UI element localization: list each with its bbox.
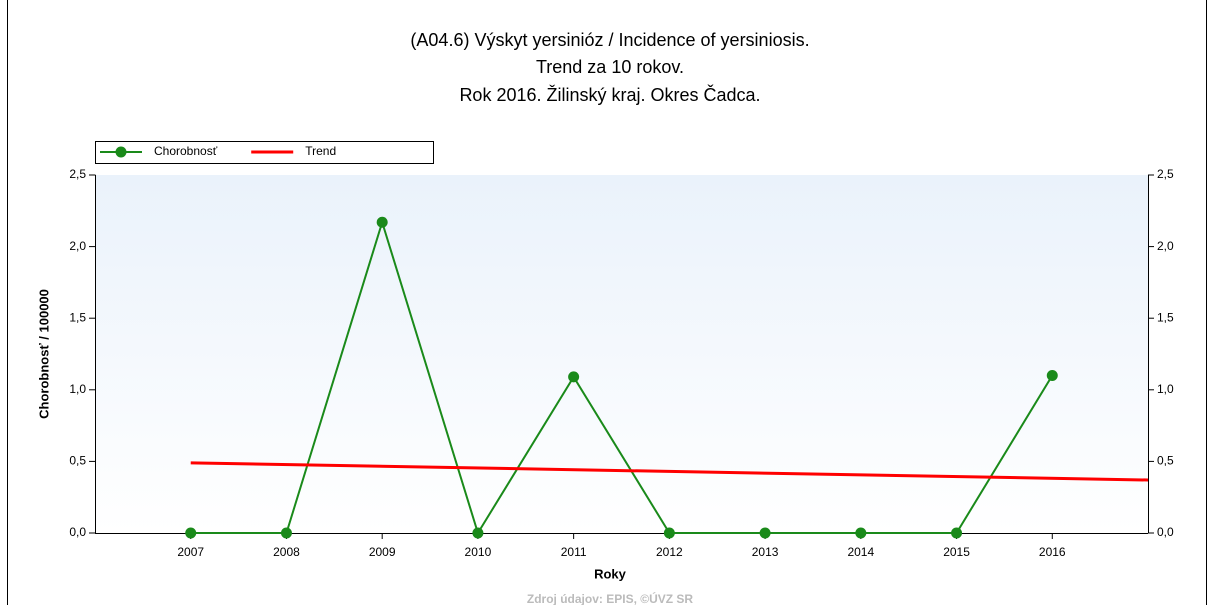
- y2-tick-label: 0,0: [1157, 525, 1174, 539]
- y-tick-label: 0,5: [69, 454, 86, 468]
- x-tick-label: 2014: [847, 545, 874, 559]
- x-tick-label: 2015: [943, 545, 970, 559]
- point: [185, 527, 197, 539]
- y2-tick-label: 1,0: [1157, 382, 1174, 396]
- chart-title: Trend za 10 rokov.: [536, 57, 684, 77]
- y2-tick-label: 2,5: [1157, 167, 1174, 181]
- x-tick-label: 2009: [369, 545, 396, 559]
- y2-tick-label: 2,0: [1157, 239, 1174, 253]
- point: [1046, 369, 1058, 381]
- x-tick-label: 2010: [465, 545, 492, 559]
- legend-label: Trend: [305, 144, 336, 158]
- point: [568, 371, 580, 383]
- x-tick-label: 2013: [752, 545, 779, 559]
- point: [951, 527, 963, 539]
- y-tick-label: 1,5: [69, 310, 86, 324]
- source: Zdroj údajov: EPIS, ©ÚVZ SR: [527, 591, 694, 605]
- point: [472, 527, 484, 539]
- x-axis-title: Roky: [594, 566, 627, 581]
- x-tick-label: 2011: [561, 545, 587, 559]
- y-tick-label: 2,5: [69, 167, 86, 181]
- point: [663, 527, 675, 539]
- y2-tick-label: 1,5: [1157, 310, 1174, 324]
- series-line: [190, 218, 1054, 536]
- y-axis-title: Chorobnosť / 100000: [36, 289, 51, 419]
- x-tick-label: 2012: [656, 545, 683, 559]
- frame: [7, 0, 1207, 605]
- legend-marker: [115, 146, 127, 158]
- legend-label: Chorobnosť: [154, 144, 218, 158]
- x-tick-label: 2008: [273, 545, 300, 559]
- y2-tick-label: 0,5: [1157, 454, 1174, 468]
- point: [855, 527, 867, 539]
- y-tick-label: 1,0: [69, 382, 86, 396]
- point: [376, 216, 388, 228]
- y-tick-label: 0,0: [69, 525, 86, 539]
- chart-title: Rok 2016. Žilinský kraj. Okres Čadca.: [459, 84, 760, 105]
- plot-area: [95, 175, 1148, 533]
- series-line: [190, 461, 1149, 482]
- x-tick-label: 2016: [1039, 545, 1066, 559]
- point: [759, 527, 771, 539]
- chart-title: (A04.6) Výskyt yersinióz / Incidence of …: [410, 30, 809, 50]
- x-tick-label: 2007: [177, 545, 204, 559]
- y-tick-label: 2,0: [69, 239, 86, 253]
- point: [280, 527, 292, 539]
